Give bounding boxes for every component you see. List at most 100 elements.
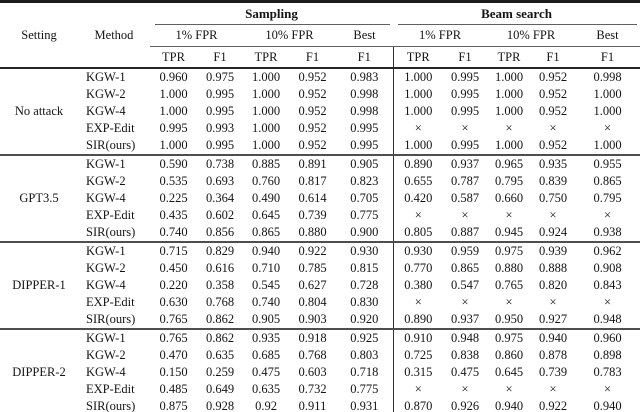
- value-cell: 0.635: [251, 382, 281, 396]
- value-cell: 0.952: [538, 104, 568, 118]
- col-header-sampling-best: Best: [336, 25, 394, 47]
- col-header-method: Method: [78, 1, 150, 69]
- value-cell: 0.602: [205, 208, 235, 222]
- value-cell: 0.475: [450, 365, 480, 379]
- method-cell: KGW-1: [78, 241, 150, 260]
- value-cell: 1.000: [159, 104, 188, 118]
- value-cell: 0.908: [593, 261, 622, 275]
- value-cell: ×: [461, 295, 469, 309]
- value-cell: 0.380: [392, 277, 444, 294]
- value-cell: 0.728: [350, 278, 379, 292]
- value-cell: 0.865: [450, 261, 480, 275]
- value-cell: 0.817: [298, 174, 327, 188]
- value-cell: 0.587: [450, 191, 480, 205]
- value-cell: ×: [505, 208, 513, 222]
- value-cell: 0.998: [593, 70, 622, 84]
- value-cell: 0.775: [350, 382, 379, 396]
- value-cell: 0.649: [205, 382, 235, 396]
- value-cell: 0.935: [531, 154, 576, 173]
- method-cell: KGW-4: [86, 365, 126, 379]
- value-cell: 0.775: [350, 208, 379, 222]
- value-cell: 0.939: [531, 241, 576, 260]
- value-cell: 0.948: [443, 328, 488, 347]
- value-cell: ×: [549, 295, 557, 309]
- value-cell: 1.000: [251, 138, 281, 152]
- value-cell: 0.948: [593, 312, 622, 326]
- value-cell: 0.765: [150, 328, 197, 347]
- value-cell: 0.220: [159, 278, 188, 292]
- value-cell: 0.740: [251, 295, 281, 309]
- method-cell: KGW-1: [78, 154, 150, 173]
- value-cell: 1.000: [593, 138, 622, 152]
- value-cell: 0.760: [251, 174, 281, 188]
- value-cell: 0.839: [538, 174, 568, 188]
- col-header-sampling-fpr10: 10% FPR: [243, 25, 336, 47]
- value-cell: 0.952: [298, 121, 327, 135]
- value-cell: 0.975: [205, 70, 235, 84]
- value-cell: 0.795: [593, 191, 622, 205]
- col-header-f1: F1: [289, 46, 336, 69]
- value-cell: 0.470: [159, 348, 188, 362]
- value-cell: 0.931: [350, 399, 379, 412]
- method-cell: EXP-Edit: [86, 295, 135, 309]
- table-row: KGW-4 0.220 0.358 0.545 0.627 0.728 0.380 0.547…: [0, 277, 640, 294]
- value-cell: 0.862: [197, 328, 243, 347]
- value-cell: 0.870: [392, 398, 444, 412]
- col-header-beam-fpr10: 10% FPR: [487, 25, 576, 47]
- value-cell: 0.150: [159, 365, 188, 379]
- value-cell: 0.952: [538, 87, 568, 101]
- value-cell: 0.928: [205, 399, 235, 412]
- value-cell: 0.768: [205, 295, 235, 309]
- value-cell: 0.924: [538, 225, 568, 239]
- value-cell: 0.995: [350, 138, 379, 152]
- value-cell: 0.630: [159, 295, 188, 309]
- table-row: GPT3.5 KGW-1 0.590 0.738 0.885 0.891 0.905 0.89…: [0, 154, 640, 242]
- col-header-f1: F1: [531, 46, 576, 69]
- value-cell: 0.862: [205, 312, 235, 326]
- value-cell: 0.820: [538, 278, 568, 292]
- value-cell: 0.770: [392, 260, 444, 277]
- value-cell: 0.450: [159, 261, 188, 275]
- value-cell: 0.937: [450, 312, 480, 326]
- setting-cell: DIPPER-2: [0, 328, 78, 412]
- value-cell: 0.962: [575, 241, 640, 260]
- method-cell: KGW-2: [86, 87, 126, 101]
- value-cell: ×: [392, 207, 444, 224]
- value-cell: 0.930: [392, 241, 444, 260]
- col-header-f1: F1: [575, 46, 640, 69]
- table-row: EXP-Edit 0.485 0.649 0.635 0.732 0.775 × × × × ×: [0, 381, 640, 398]
- value-cell: 0.693: [205, 174, 235, 188]
- table-row: EXP-Edit 0.630 0.768 0.740 0.804 0.830 × × × × ×: [0, 294, 640, 311]
- value-cell: 0.880: [298, 225, 327, 239]
- value-cell: 0.865: [251, 225, 281, 239]
- value-cell: 0.685: [251, 348, 281, 362]
- value-cell: 0.475: [251, 365, 281, 379]
- table-row: EXP-Edit 0.995 0.993 1.000 0.952 0.995 × × × × ×: [0, 120, 640, 137]
- value-cell: 0.843: [593, 278, 622, 292]
- method-cell: EXP-Edit: [86, 382, 135, 396]
- value-cell: 0.738: [197, 154, 243, 173]
- value-cell: 0.878: [538, 348, 568, 362]
- value-cell: 0.935: [243, 328, 289, 347]
- table-row: DIPPER-2 KGW-1 0.765 0.862 0.935 0.918 0.925 0.…: [0, 328, 640, 412]
- col-header-tpr: TPR: [392, 46, 444, 69]
- value-cell: 0.547: [450, 278, 480, 292]
- value-cell: 0.995: [350, 121, 379, 135]
- value-cell: 0.259: [205, 365, 235, 379]
- value-cell: ×: [549, 382, 557, 396]
- value-cell: 0.975: [487, 328, 532, 347]
- value-cell: 0.905: [336, 154, 394, 173]
- value-cell: 0.823: [350, 174, 379, 188]
- value-cell: 0.715: [150, 241, 197, 260]
- value-cell: 0.922: [289, 241, 336, 260]
- header-row-metrics: TPR F1 TPR F1 F1 TPR F1 TPR F1 F1: [0, 46, 640, 69]
- value-cell: ×: [461, 121, 469, 135]
- value-cell: 0.952: [538, 138, 568, 152]
- value-cell: 0.765: [494, 278, 524, 292]
- value-cell: 1.000: [593, 104, 622, 118]
- value-cell: 0.911: [298, 399, 327, 412]
- col-header-beam-fpr1: 1% FPR: [393, 25, 488, 47]
- value-cell: ×: [392, 381, 444, 398]
- value-cell: 0.635: [205, 348, 235, 362]
